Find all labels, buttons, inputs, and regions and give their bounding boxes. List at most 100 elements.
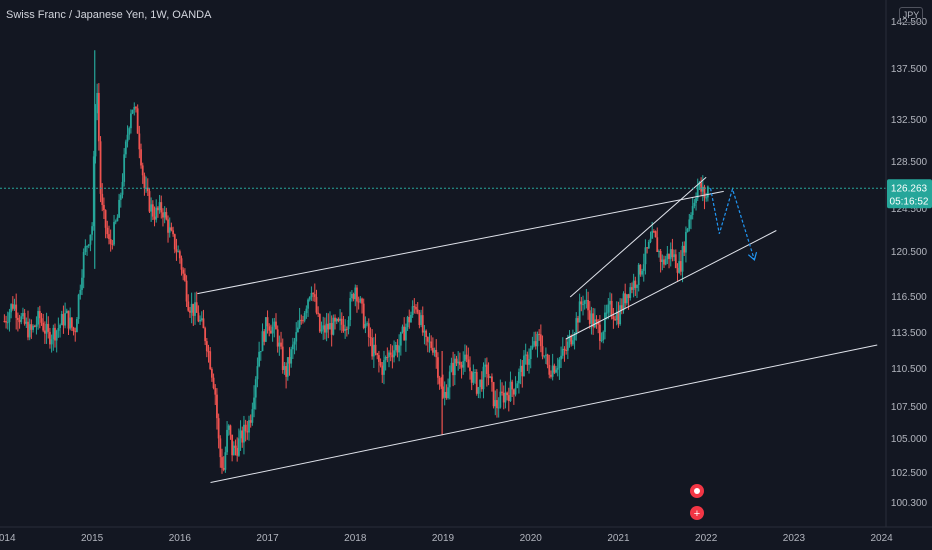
candle-body — [453, 358, 456, 376]
candle-body — [324, 325, 326, 333]
candle-body — [491, 376, 493, 383]
candle-body — [108, 234, 110, 240]
rising-wedge-lower[interactable] — [565, 230, 777, 340]
candle-body — [246, 431, 249, 433]
candle-body — [38, 311, 41, 319]
symbol-title: Swiss Franc / Japanese Yen, 1W, OANDA — [6, 9, 212, 21]
candle-body — [418, 312, 421, 326]
candle-body — [345, 328, 348, 330]
candle-body — [124, 141, 127, 155]
current-price-label: 126.263 — [891, 183, 928, 194]
candle-body — [690, 215, 692, 220]
currency-tag[interactable]: JPY — [899, 7, 923, 23]
candle-body — [700, 182, 703, 192]
candle-body — [450, 362, 453, 372]
candle-body — [6, 322, 9, 324]
candle-body — [577, 318, 579, 323]
candle-body — [351, 293, 353, 299]
candle-body — [523, 355, 525, 377]
candle-body — [307, 299, 309, 309]
candle-body — [590, 313, 593, 324]
candle-body — [72, 327, 75, 332]
price-tick-label: 116.500 — [891, 292, 927, 303]
time-tick-label: 2019 — [432, 533, 455, 544]
candle-body — [578, 301, 581, 323]
upper-channel-line[interactable] — [197, 190, 724, 295]
candle-body — [128, 128, 131, 135]
candle-body — [679, 261, 682, 272]
candle-body — [199, 319, 201, 322]
candle-body — [696, 185, 699, 199]
candle-body — [212, 377, 215, 389]
candle-body — [155, 207, 158, 220]
candle-body — [367, 323, 370, 337]
add-alert-icon[interactable] — [690, 506, 704, 520]
candle-body — [209, 351, 212, 370]
candle-body — [553, 365, 556, 373]
candle-body — [561, 348, 564, 356]
candle-body — [327, 323, 330, 330]
candle-body — [135, 107, 137, 109]
candle-body — [119, 194, 122, 200]
candle-body — [622, 293, 625, 311]
candle-body — [487, 374, 490, 378]
candle-body — [84, 246, 87, 253]
candle-body — [536, 333, 539, 347]
candle-body — [673, 254, 676, 258]
candle-body — [600, 340, 603, 342]
price-tick-label: 137.500 — [891, 64, 928, 75]
candle-body — [23, 313, 26, 324]
candle-body — [361, 298, 363, 304]
candle-body — [597, 321, 600, 325]
candle-body — [695, 198, 697, 203]
candle-body — [217, 418, 220, 439]
candle-body — [109, 239, 112, 244]
candle-body — [222, 467, 225, 470]
trendlines-layer[interactable] — [197, 176, 878, 484]
candle-body — [158, 202, 161, 211]
candle-body — [550, 374, 552, 377]
candle-body — [438, 377, 441, 384]
candle-body — [214, 388, 217, 395]
candle-body — [275, 321, 277, 330]
candle-body — [408, 317, 411, 323]
candle-body — [150, 204, 153, 212]
candle-body — [524, 354, 527, 356]
candle-body — [612, 316, 615, 320]
candle-body — [20, 316, 23, 323]
candle-body — [433, 349, 436, 353]
candle-body — [146, 187, 149, 192]
candle-body — [285, 366, 288, 377]
candle-body — [609, 300, 611, 305]
lower-channel-line[interactable] — [210, 344, 878, 484]
candle-body — [106, 227, 109, 235]
candles-layer — [3, 50, 709, 474]
time-tick-label: 2017 — [256, 533, 279, 544]
candle-body — [133, 107, 136, 110]
candle-body — [469, 367, 471, 372]
candle-body — [504, 392, 507, 403]
candle-body — [587, 300, 589, 311]
candle-body — [631, 287, 633, 290]
rising-wedge-upper[interactable] — [569, 176, 707, 298]
candle-body — [207, 351, 210, 353]
time-tick-label: 2020 — [520, 533, 543, 544]
projection-layer[interactable] — [709, 186, 758, 261]
candle-body — [460, 364, 463, 368]
candle-body — [555, 369, 557, 373]
candle-body — [541, 346, 544, 357]
candle-body — [87, 244, 90, 247]
candle-body — [329, 323, 331, 330]
candle-body — [268, 326, 271, 331]
candle-body — [651, 231, 654, 239]
alert-icons[interactable]: + — [690, 484, 704, 520]
price-tick-label: 120.500 — [891, 247, 928, 258]
candle-body — [423, 330, 426, 333]
candle-body — [354, 287, 357, 300]
candle-body — [16, 317, 19, 320]
candle-body — [678, 261, 681, 273]
time-axis[interactable]: 2014 2015 2016 2017 2018 2019 2020 2021 2022 2023… — [0, 526, 932, 544]
candle-body — [47, 323, 50, 332]
candle-body — [605, 312, 608, 314]
